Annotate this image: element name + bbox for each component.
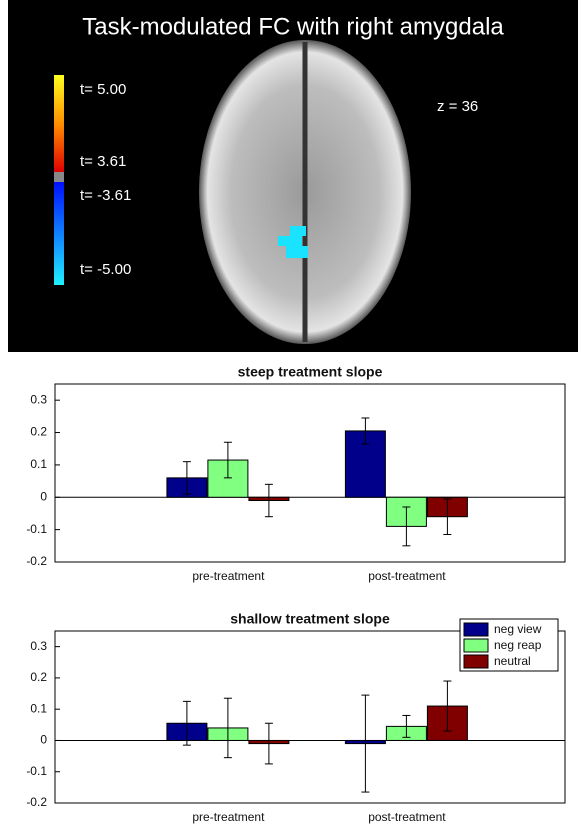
legend-label: neutral	[494, 654, 531, 668]
legend-label: neg reap	[494, 638, 542, 652]
colorbar-negative	[54, 182, 64, 285]
y-tick-label: -0.2	[26, 795, 47, 809]
legend-swatch	[464, 639, 488, 652]
y-tick-label: -0.2	[26, 554, 47, 568]
figure: Task-modulated FC with right amygdala z …	[0, 0, 582, 829]
colorbar-label: t= -5.00	[80, 261, 131, 278]
x-tick-label: pre-treatment	[192, 810, 265, 824]
legend-swatch	[464, 655, 488, 668]
chart-title: shallow treatment slope	[230, 611, 390, 627]
slice-label: z = 36	[437, 98, 478, 115]
y-tick-label: 0	[40, 489, 47, 503]
y-tick-label: 0.2	[30, 670, 47, 684]
colorbar-positive	[54, 75, 64, 172]
legend-label: neg view	[494, 622, 542, 636]
chart-title: steep treatment slope	[238, 364, 383, 380]
y-tick-label: 0.2	[30, 425, 47, 439]
y-tick-label: -0.1	[26, 522, 47, 536]
colorbar-gap	[54, 172, 64, 182]
y-tick-label: 0.3	[30, 392, 47, 406]
colorbar-label: t= 5.00	[80, 81, 126, 98]
legend-swatch	[464, 623, 488, 636]
figure-title: Task-modulated FC with right amygdala	[82, 13, 504, 40]
colorbar-label: t= 3.61	[80, 153, 126, 170]
colorbar-label: t= -3.61	[80, 187, 131, 204]
y-tick-label: 0.1	[30, 701, 47, 715]
x-tick-label: post-treatment	[368, 810, 446, 824]
y-tick-label: -0.1	[26, 764, 47, 778]
y-tick-label: 0.3	[30, 639, 47, 653]
y-tick-label: 0.1	[30, 457, 47, 471]
x-tick-label: pre-treatment	[192, 569, 265, 583]
plot-frame	[55, 384, 565, 562]
x-tick-label: post-treatment	[368, 569, 446, 583]
y-tick-label: 0	[40, 733, 47, 747]
